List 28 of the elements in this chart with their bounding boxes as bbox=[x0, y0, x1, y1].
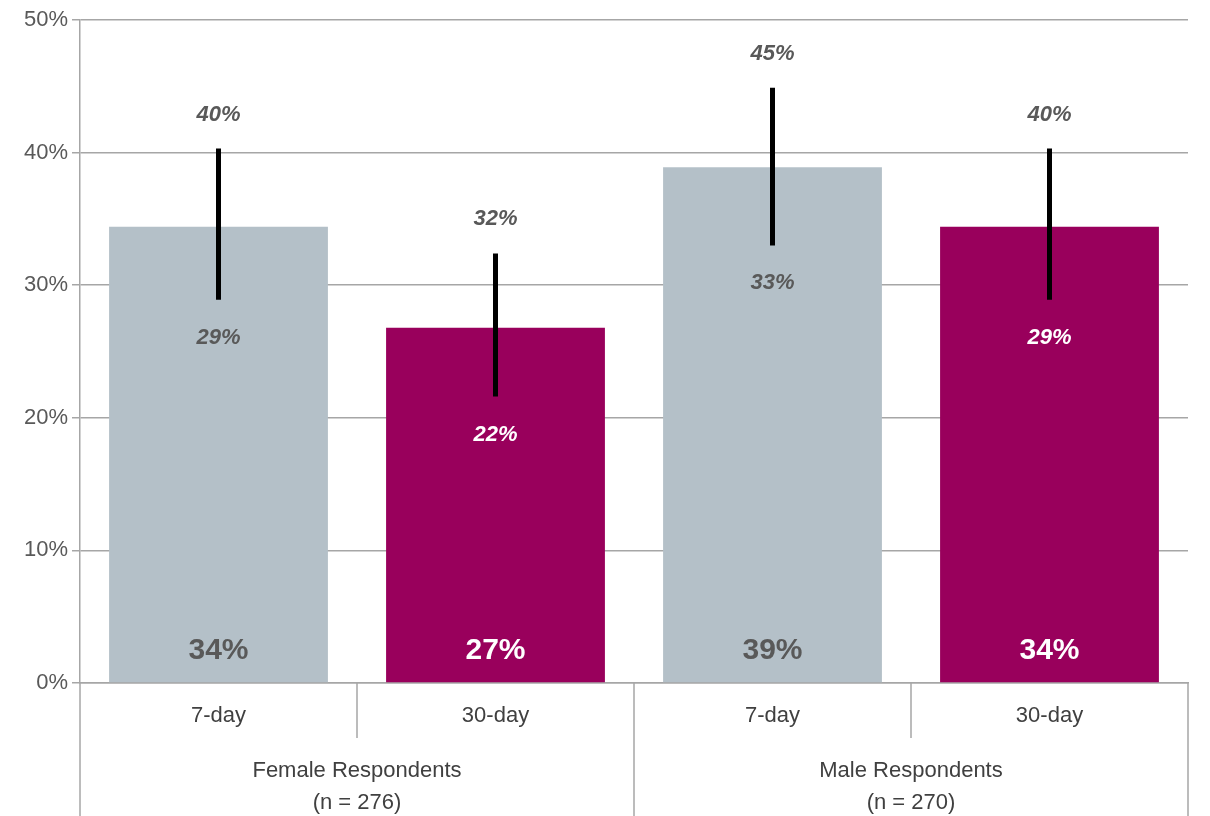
annotation: 32% bbox=[473, 205, 518, 231]
y-tick-label: 20% bbox=[23, 403, 68, 429]
annotation: 40% bbox=[195, 100, 241, 126]
bar bbox=[109, 226, 328, 683]
y-tick-label: 50% bbox=[23, 6, 68, 32]
x-tick-label: 30-day bbox=[1015, 702, 1084, 728]
annotation: 40% bbox=[1026, 100, 1072, 126]
data-label: 27% bbox=[465, 632, 526, 666]
bar bbox=[663, 167, 882, 683]
annotation: 45% bbox=[749, 39, 795, 65]
annotation: 22% bbox=[472, 420, 518, 446]
data-label: 39% bbox=[742, 632, 803, 666]
x-tick-label: 30-day bbox=[461, 702, 530, 728]
text: Female Respondents (n = 276) bbox=[252, 757, 462, 815]
annotation: 29% bbox=[1026, 323, 1072, 349]
text: Male Respondents (n = 270) bbox=[819, 757, 1003, 815]
y-tick-label: 40% bbox=[23, 138, 68, 164]
data-label: 34% bbox=[1019, 632, 1080, 666]
annotation: 29% bbox=[195, 323, 241, 349]
y-tick-label: 0% bbox=[36, 669, 68, 695]
bar bbox=[386, 327, 605, 683]
x-tick-label: 7-day bbox=[190, 702, 247, 728]
y-tick-label: 10% bbox=[23, 536, 68, 562]
annotation: 33% bbox=[750, 269, 795, 295]
y-tick-label: 30% bbox=[23, 271, 68, 297]
x-tick-label: 7-day bbox=[744, 702, 801, 728]
bar bbox=[940, 226, 1159, 683]
data-label: 34% bbox=[188, 632, 249, 666]
